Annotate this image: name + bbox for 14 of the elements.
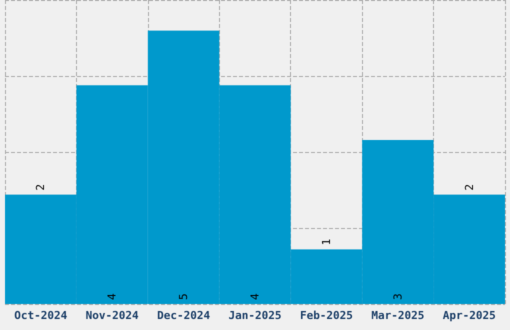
data-label: 2 <box>462 184 476 191</box>
x-tick-label: Apr-2025 <box>442 309 496 322</box>
data-label: 2 <box>34 184 48 191</box>
x-tick-label: Oct-2024 <box>14 309 68 322</box>
x-tick-label: Nov-2024 <box>86 309 140 322</box>
x-tick-label: Dec-2024 <box>157 309 210 322</box>
x-tick-label: Mar-2025 <box>371 309 424 322</box>
x-tick-label: Jan-2025 <box>228 309 282 322</box>
x-tick-label: Feb-2025 <box>300 309 353 322</box>
data-label: 1 <box>320 238 333 246</box>
data-label: 5 <box>177 293 190 300</box>
data-label: 4 <box>248 293 262 300</box>
data-label: 3 <box>391 293 404 300</box>
data-label: 4 <box>106 293 119 300</box>
